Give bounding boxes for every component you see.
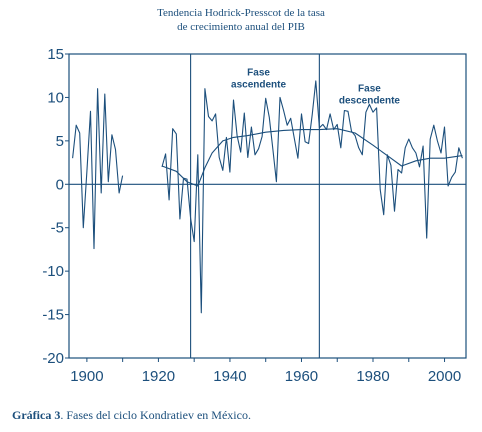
x-tick-label: 1940 [213,368,246,385]
chart: Tendencia Hodrick-Presscot de la tasa de … [42,7,467,385]
gdp-growth-line [72,88,124,250]
y-tick-label: 15 [47,46,64,63]
phase-annotation: ascendente [231,80,286,91]
y-tick-label: 5 [56,133,64,150]
chart-title-line: Tendencia Hodrick-Presscot de la tasa [157,7,325,19]
x-tick-label: 1920 [142,368,175,385]
x-axis: 1900 1920 1940 1960 1980 2000 [70,358,461,385]
phase-annotation: Fase [358,83,381,94]
plot-frame [68,53,467,359]
x-tick-label: 1960 [285,368,318,385]
y-tick-label: -15 [42,307,64,324]
y-axis: 15 10 5 0 -5 -10 -15 -20 [42,46,69,367]
x-tick-label: 2000 [428,368,461,385]
figure-caption: Gráfica 3. Fases del ciclo Kondratiev en… [12,408,251,423]
y-tick-label: -10 [42,263,64,280]
phase-annotation: descendente [339,95,401,106]
caption-text: . Fases del ciclo Kondratiev en México. [60,408,251,422]
x-tick-label: 1900 [70,368,103,385]
x-tick-label: 1980 [356,368,389,385]
chart-title-line: de crecimiento anual del PIB [177,21,305,33]
y-tick-label: 0 [56,176,64,193]
phase-annotation: Fase [247,68,270,79]
chart-title: Tendencia Hodrick-Presscot de la tasa de … [157,7,325,33]
hp-trend-line [161,128,463,187]
series-group [72,80,463,314]
gdp-growth-line [161,80,463,314]
y-tick-label: 10 [47,89,64,106]
reference-lines [69,54,466,358]
caption-label: Gráfica 3 [12,408,61,422]
y-tick-label: -20 [42,350,64,367]
y-tick-label: -5 [51,220,64,237]
